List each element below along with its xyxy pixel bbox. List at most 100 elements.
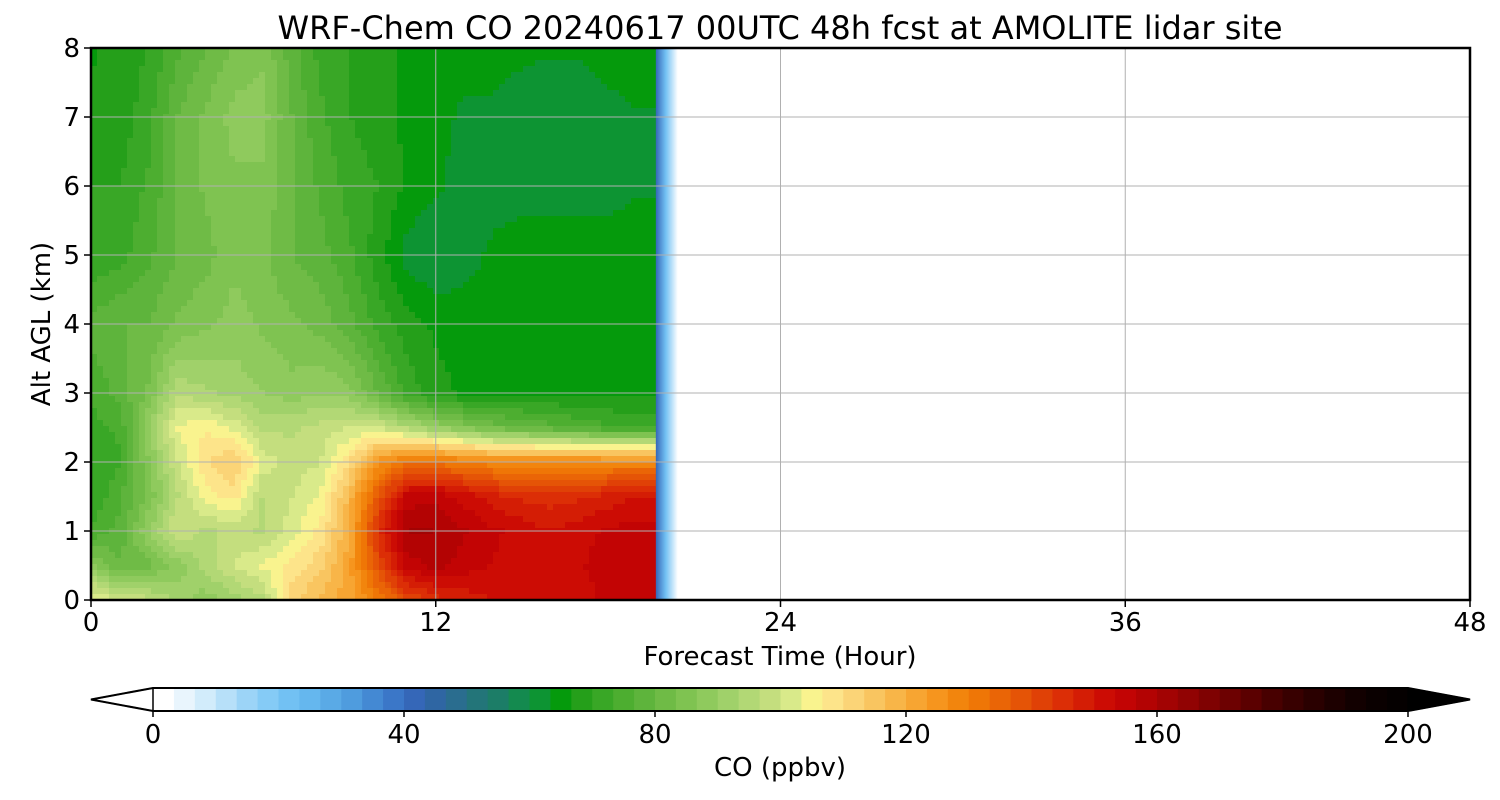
- field-cell: [313, 102, 320, 109]
- field-cell: [283, 354, 290, 361]
- field-cell: [289, 150, 296, 157]
- field-cell: [91, 216, 98, 223]
- field-cell: [163, 150, 170, 157]
- field-cell: [175, 210, 182, 217]
- field-cell: [229, 48, 236, 55]
- field-cell: [271, 198, 278, 205]
- field-cell: [169, 264, 176, 271]
- field-cell: [157, 186, 164, 193]
- field-cell: [547, 216, 554, 223]
- field-cell: [331, 282, 338, 289]
- field-cell: [97, 198, 104, 205]
- field-cell: [361, 294, 368, 301]
- field-cell: [205, 300, 212, 307]
- field-cell: [151, 360, 158, 367]
- field-cell: [259, 132, 266, 139]
- field-cell: [343, 126, 350, 133]
- field-cell: [103, 270, 110, 277]
- field-cell: [415, 198, 422, 205]
- field-cell: [445, 96, 452, 103]
- field-cell: [373, 354, 380, 361]
- field-cell: [373, 300, 380, 307]
- field-cell: [535, 234, 542, 241]
- field-cell: [421, 60, 428, 67]
- field-cell: [265, 138, 272, 145]
- field-cell: [151, 276, 158, 283]
- field-cell: [259, 264, 266, 271]
- field-cell: [289, 318, 296, 325]
- field-cell: [427, 216, 434, 223]
- field-cell: [643, 174, 650, 181]
- field-cell: [91, 270, 98, 277]
- field-cell: [451, 294, 458, 301]
- field-cell: [601, 222, 608, 229]
- field-cell: [97, 96, 104, 103]
- field-cell: [199, 204, 206, 211]
- field-cell: [637, 90, 644, 97]
- field-cell: [643, 324, 650, 331]
- field-cell: [487, 264, 494, 271]
- field-cell: [157, 276, 164, 283]
- field-cell: [439, 246, 446, 253]
- field-cell: [283, 60, 290, 67]
- field-cell: [409, 126, 416, 133]
- field-cell: [421, 312, 428, 319]
- field-cell: [319, 108, 326, 115]
- field-cell: [259, 294, 266, 301]
- field-cell: [265, 324, 272, 331]
- field-cell: [277, 342, 284, 349]
- field-cell: [343, 96, 350, 103]
- field-cell: [151, 234, 158, 241]
- field-cell: [457, 108, 464, 115]
- field-cell: [325, 330, 332, 337]
- field-cell: [613, 300, 620, 307]
- field-cell: [265, 276, 272, 283]
- field-cell: [349, 96, 356, 103]
- field-cell: [169, 90, 176, 97]
- field-cell: [139, 126, 146, 133]
- field-cell: [439, 174, 446, 181]
- field-cell: [583, 150, 590, 157]
- field-cell: [493, 108, 500, 115]
- field-cell: [259, 222, 266, 229]
- field-cell: [493, 198, 500, 205]
- field-cell: [397, 60, 404, 67]
- field-cell: [517, 126, 524, 133]
- field-cell: [421, 174, 428, 181]
- field-cell: [145, 318, 152, 325]
- field-cell: [127, 60, 134, 67]
- field-cell: [319, 174, 326, 181]
- field-cell: [463, 330, 470, 337]
- field-cell: [415, 48, 422, 55]
- field-cell: [505, 150, 512, 157]
- field-cell: [409, 240, 416, 247]
- field-cell: [403, 168, 410, 175]
- field-cell: [157, 306, 164, 313]
- field-cell: [145, 60, 152, 67]
- field-cell: [217, 84, 224, 91]
- field-cell: [241, 66, 248, 73]
- field-cell: [601, 84, 608, 91]
- field-cell: [319, 336, 326, 343]
- field-cell: [331, 156, 338, 163]
- field-cell: [199, 192, 206, 199]
- field-cell: [103, 306, 110, 313]
- field-cell: [613, 180, 620, 187]
- field-cell: [433, 180, 440, 187]
- field-cell: [541, 96, 548, 103]
- field-cell: [403, 318, 410, 325]
- field-cell: [289, 186, 296, 193]
- field-cell: [367, 336, 374, 343]
- field-cell: [325, 240, 332, 247]
- field-cell: [127, 360, 134, 367]
- field-cell: [157, 174, 164, 181]
- field-cell: [565, 228, 572, 235]
- field-cell: [115, 126, 122, 133]
- field-cell: [403, 330, 410, 337]
- field-cell: [409, 54, 416, 61]
- field-cell: [463, 72, 470, 79]
- field-cell: [529, 186, 536, 193]
- field-cell: [115, 150, 122, 157]
- field-cell: [463, 210, 470, 217]
- field-cell: [295, 294, 302, 301]
